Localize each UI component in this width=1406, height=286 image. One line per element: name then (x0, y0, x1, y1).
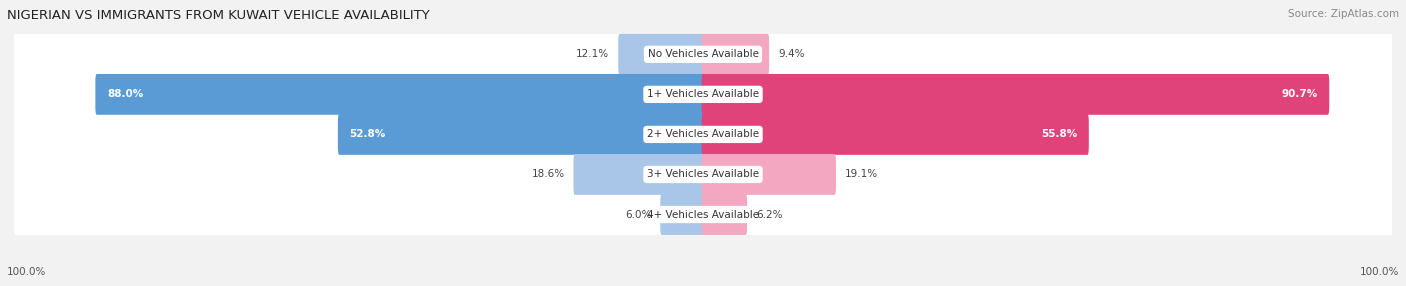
Text: Source: ZipAtlas.com: Source: ZipAtlas.com (1288, 9, 1399, 19)
Text: 88.0%: 88.0% (107, 90, 143, 99)
FancyBboxPatch shape (6, 156, 1400, 273)
Text: 52.8%: 52.8% (350, 130, 385, 139)
Text: NIGERIAN VS IMMIGRANTS FROM KUWAIT VEHICLE AVAILABILITY: NIGERIAN VS IMMIGRANTS FROM KUWAIT VEHIC… (7, 9, 430, 21)
Text: 55.8%: 55.8% (1040, 130, 1077, 139)
Text: 19.1%: 19.1% (845, 170, 877, 179)
Text: 12.1%: 12.1% (576, 49, 609, 59)
Text: No Vehicles Available: No Vehicles Available (648, 49, 758, 59)
Text: 3+ Vehicles Available: 3+ Vehicles Available (647, 170, 759, 179)
Text: 100.0%: 100.0% (7, 267, 46, 277)
FancyBboxPatch shape (619, 34, 704, 75)
FancyBboxPatch shape (702, 114, 1088, 155)
FancyBboxPatch shape (96, 74, 704, 115)
Text: 1+ Vehicles Available: 1+ Vehicles Available (647, 90, 759, 99)
FancyBboxPatch shape (6, 0, 1400, 112)
FancyBboxPatch shape (337, 114, 704, 155)
Text: 6.0%: 6.0% (624, 210, 651, 219)
Text: 6.2%: 6.2% (756, 210, 783, 219)
FancyBboxPatch shape (574, 154, 704, 195)
FancyBboxPatch shape (6, 36, 1400, 152)
Text: 2+ Vehicles Available: 2+ Vehicles Available (647, 130, 759, 139)
FancyBboxPatch shape (702, 194, 747, 235)
FancyBboxPatch shape (702, 74, 1329, 115)
Text: 9.4%: 9.4% (778, 49, 804, 59)
FancyBboxPatch shape (6, 116, 1400, 233)
FancyBboxPatch shape (6, 76, 1400, 192)
FancyBboxPatch shape (702, 154, 837, 195)
Text: 90.7%: 90.7% (1281, 90, 1317, 99)
Text: 4+ Vehicles Available: 4+ Vehicles Available (647, 210, 759, 219)
Text: 18.6%: 18.6% (531, 170, 565, 179)
FancyBboxPatch shape (661, 194, 704, 235)
FancyBboxPatch shape (702, 34, 769, 75)
Text: 100.0%: 100.0% (1360, 267, 1399, 277)
